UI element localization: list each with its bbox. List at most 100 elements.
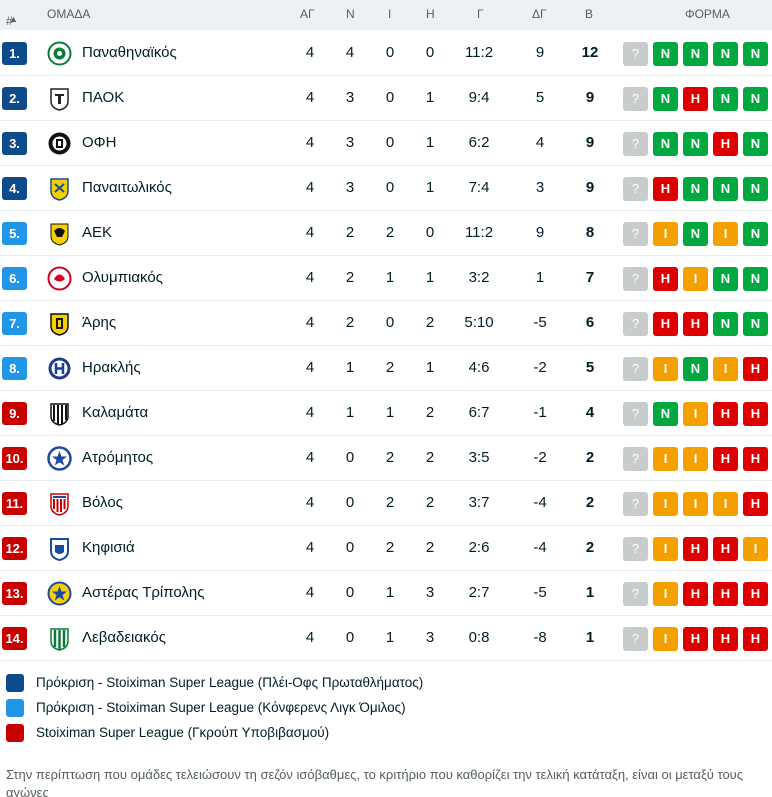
header-draws[interactable]: Ι — [388, 7, 392, 21]
team-name-link[interactable]: Λεβαδειακός — [82, 629, 166, 646]
win-badge[interactable]: N — [653, 132, 678, 156]
win-badge[interactable]: N — [743, 267, 768, 291]
ofi-logo[interactable] — [47, 131, 72, 156]
draw-badge[interactable]: I — [653, 447, 678, 471]
win-badge[interactable]: N — [743, 132, 768, 156]
loss-badge[interactable]: H — [653, 267, 678, 291]
team-name-link[interactable]: Άρης — [82, 314, 117, 331]
win-badge[interactable]: N — [653, 402, 678, 426]
win-badge[interactable]: N — [683, 357, 708, 381]
table-row[interactable]: 9. Καλαμάτα 4 1 1 2 6:7 -1 4? N I H H — [0, 391, 772, 436]
header-team[interactable]: ΟΜΑΔΑ — [47, 7, 91, 21]
header-goal-diff[interactable]: ΔΓ — [532, 7, 547, 21]
header-points[interactable]: Β — [585, 7, 594, 21]
volos-logo[interactable] — [47, 491, 72, 516]
table-row[interactable]: 10. Ατρόμητος 4 0 2 2 3:5 -2 2? I I H H — [0, 436, 772, 481]
team-name-link[interactable]: ΠΑΟΚ — [82, 89, 125, 106]
table-row[interactable]: 14. Λεβαδειακός 4 0 1 3 0:8 -8 1? I H H H — [0, 616, 772, 661]
team-name-link[interactable]: Κηφισιά — [82, 539, 135, 556]
loss-badge[interactable]: H — [713, 132, 738, 156]
kalamata-logo[interactable] — [47, 401, 72, 426]
win-badge[interactable]: N — [713, 87, 738, 111]
draw-badge[interactable]: I — [653, 537, 678, 561]
loss-badge[interactable]: H — [743, 582, 768, 606]
win-badge[interactable]: N — [743, 222, 768, 246]
header-played[interactable]: ΑΓ — [300, 7, 315, 21]
loss-badge[interactable]: H — [743, 357, 768, 381]
loss-badge[interactable]: H — [743, 627, 768, 651]
upcoming-badge[interactable]: ? — [623, 447, 648, 471]
table-row[interactable]: 13. Αστέρας Τρίπολης 4 0 1 3 2:7 -5 1? I H H H — [0, 571, 772, 616]
upcoming-badge[interactable]: ? — [623, 402, 648, 426]
win-badge[interactable]: N — [713, 312, 738, 336]
levadiakos-logo[interactable] — [47, 626, 72, 651]
loss-badge[interactable]: H — [653, 177, 678, 201]
table-row[interactable]: 1. Παναθηναϊκός 4 4 0 0 11:2 9 12? N N N N — [0, 31, 772, 76]
team-name-link[interactable]: Ατρόμητος — [82, 449, 154, 466]
loss-badge[interactable]: H — [683, 582, 708, 606]
win-badge[interactable]: N — [683, 177, 708, 201]
win-badge[interactable]: N — [743, 177, 768, 201]
win-badge[interactable]: N — [743, 312, 768, 336]
draw-badge[interactable]: I — [653, 222, 678, 246]
loss-badge[interactable]: H — [713, 537, 738, 561]
draw-badge[interactable]: I — [653, 627, 678, 651]
upcoming-badge[interactable]: ? — [623, 222, 648, 246]
win-badge[interactable]: N — [653, 42, 678, 66]
header-losses[interactable]: Η — [426, 7, 435, 21]
table-row[interactable]: 3. ΟΦΗ 4 3 0 1 6:2 4 9? N N H N — [0, 121, 772, 166]
loss-badge[interactable]: H — [683, 537, 708, 561]
loss-badge[interactable]: H — [743, 447, 768, 471]
upcoming-badge[interactable]: ? — [623, 582, 648, 606]
team-name-link[interactable]: Αστέρας Τρίπολης — [82, 584, 205, 601]
win-badge[interactable]: N — [713, 42, 738, 66]
table-row[interactable]: 8. Ηρακλής 4 1 2 1 4:6 -2 5? I N I H — [0, 346, 772, 391]
upcoming-badge[interactable]: ? — [623, 267, 648, 291]
iraklis-logo[interactable] — [47, 356, 72, 381]
upcoming-badge[interactable]: ? — [623, 492, 648, 516]
win-badge[interactable]: N — [713, 177, 738, 201]
upcoming-badge[interactable]: ? — [623, 357, 648, 381]
atromitos-logo[interactable] — [47, 446, 72, 471]
draw-badge[interactable]: I — [653, 357, 678, 381]
table-row[interactable]: 4. Παναιτωλικός 4 3 0 1 7:4 3 9? H N N N — [0, 166, 772, 211]
kifisia-logo[interactable] — [47, 536, 72, 561]
aris-logo[interactable] — [47, 311, 72, 336]
table-row[interactable]: 6. Ολυμπιακός 4 2 1 1 3:2 1 7? H I N N — [0, 256, 772, 301]
upcoming-badge[interactable]: ? — [623, 627, 648, 651]
loss-badge[interactable]: H — [743, 492, 768, 516]
team-name-link[interactable]: ΑΕΚ — [82, 224, 113, 241]
draw-badge[interactable]: I — [683, 267, 708, 291]
loss-badge[interactable]: H — [683, 627, 708, 651]
upcoming-badge[interactable]: ? — [623, 537, 648, 561]
aek-logo[interactable] — [47, 221, 72, 246]
table-row[interactable]: 7. Άρης 4 2 0 2 5:10 -5 6? H H N N — [0, 301, 772, 346]
loss-badge[interactable]: H — [683, 87, 708, 111]
loss-badge[interactable]: H — [743, 402, 768, 426]
win-badge[interactable]: N — [653, 87, 678, 111]
upcoming-badge[interactable]: ? — [623, 132, 648, 156]
asteras-logo[interactable] — [47, 581, 72, 606]
win-badge[interactable]: N — [683, 132, 708, 156]
draw-badge[interactable]: I — [743, 537, 768, 561]
loss-badge[interactable]: H — [683, 312, 708, 336]
draw-badge[interactable]: I — [713, 222, 738, 246]
team-name-link[interactable]: Καλαμάτα — [82, 404, 149, 421]
panetolikos-logo[interactable] — [47, 176, 72, 201]
loss-badge[interactable]: H — [713, 582, 738, 606]
olympiacos-logo[interactable] — [47, 266, 72, 291]
panathinaikos-logo[interactable] — [47, 41, 72, 66]
table-row[interactable]: 11. Βόλος 4 0 2 2 3:7 -4 2? I I I H — [0, 481, 772, 526]
draw-badge[interactable]: I — [683, 492, 708, 516]
team-name-link[interactable]: ΟΦΗ — [82, 134, 117, 151]
draw-badge[interactable]: I — [713, 492, 738, 516]
table-row[interactable]: 5. ΑΕΚ 4 2 2 0 11:2 9 8? I N I N — [0, 211, 772, 256]
draw-badge[interactable]: I — [653, 582, 678, 606]
win-badge[interactable]: N — [743, 87, 768, 111]
win-badge[interactable]: N — [713, 267, 738, 291]
team-name-link[interactable]: Βόλος — [82, 494, 123, 511]
win-badge[interactable]: N — [743, 42, 768, 66]
loss-badge[interactable]: H — [713, 627, 738, 651]
paok-logo[interactable] — [47, 86, 72, 111]
draw-badge[interactable]: I — [653, 492, 678, 516]
